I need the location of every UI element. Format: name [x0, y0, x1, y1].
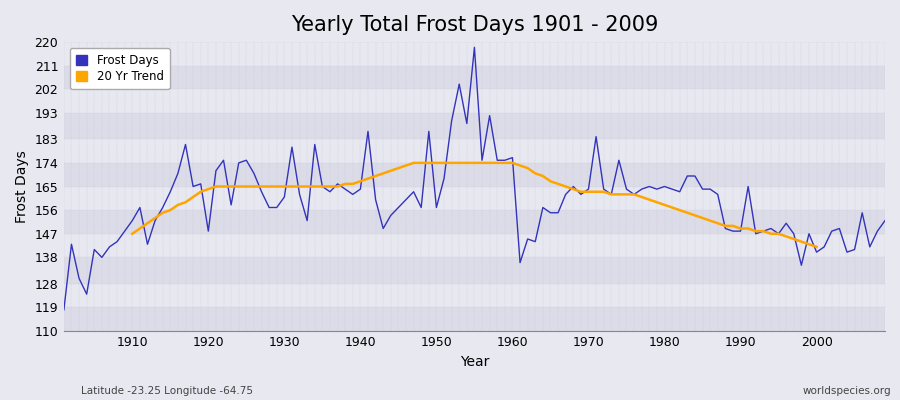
Bar — [64, 66, 885, 89]
Y-axis label: Frost Days: Frost Days — [15, 150, 29, 223]
Bar — [64, 163, 885, 186]
Bar — [64, 113, 885, 139]
Frost Days — [507, 155, 517, 160]
Bar — [64, 186, 885, 210]
Frost Days — [120, 229, 130, 234]
20 Yr Trend — [302, 184, 312, 189]
Frost Days — [332, 182, 343, 186]
Frost Days — [879, 218, 890, 223]
Text: Latitude -23.25 Longitude -64.75: Latitude -23.25 Longitude -64.75 — [81, 386, 253, 396]
Frost Days — [469, 45, 480, 50]
20 Yr Trend — [796, 239, 806, 244]
20 Yr Trend — [211, 184, 221, 189]
Legend: Frost Days, 20 Yr Trend: Frost Days, 20 Yr Trend — [70, 48, 170, 89]
Line: 20 Yr Trend: 20 Yr Trend — [132, 163, 816, 247]
Bar — [64, 257, 885, 284]
Bar — [64, 42, 885, 66]
Frost Days — [58, 308, 69, 312]
Bar — [64, 210, 885, 234]
20 Yr Trend — [712, 221, 723, 226]
20 Yr Trend — [409, 160, 419, 165]
20 Yr Trend — [127, 231, 138, 236]
Frost Days — [515, 260, 526, 265]
Line: Frost Days: Frost Days — [64, 47, 885, 310]
Bar — [64, 307, 885, 331]
Title: Yearly Total Frost Days 1901 - 2009: Yearly Total Frost Days 1901 - 2009 — [291, 15, 658, 35]
Frost Days — [286, 145, 297, 150]
20 Yr Trend — [811, 244, 822, 249]
Text: worldspecies.org: worldspecies.org — [803, 386, 891, 396]
Bar — [64, 284, 885, 307]
Bar — [64, 234, 885, 257]
Bar — [64, 89, 885, 113]
Frost Days — [606, 192, 616, 197]
20 Yr Trend — [804, 242, 814, 247]
Bar — [64, 139, 885, 163]
X-axis label: Year: Year — [460, 355, 489, 369]
20 Yr Trend — [286, 184, 297, 189]
